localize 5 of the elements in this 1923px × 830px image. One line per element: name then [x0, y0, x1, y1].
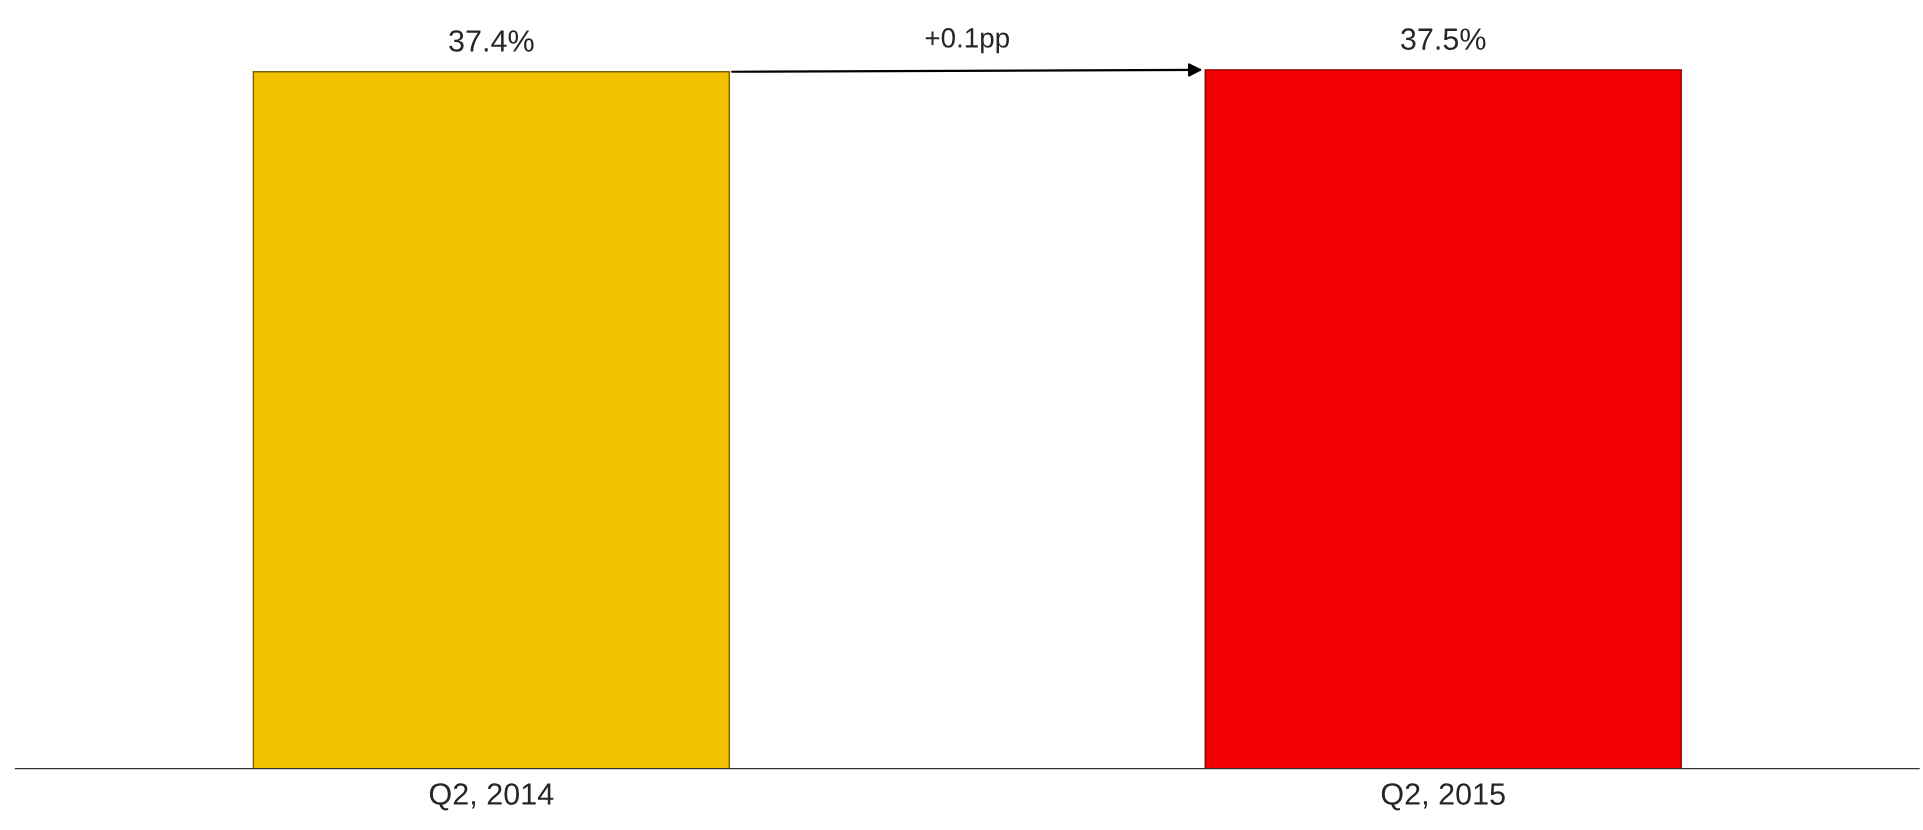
x-tick-label: Q2, 2015 — [1381, 783, 1505, 811]
x-tick-label: Q2, 2014 — [429, 783, 554, 811]
text: +0.1pp — [925, 28, 1009, 54]
data-label: 37.4% — [449, 30, 534, 52]
data-label: 37.5% — [1401, 28, 1486, 50]
